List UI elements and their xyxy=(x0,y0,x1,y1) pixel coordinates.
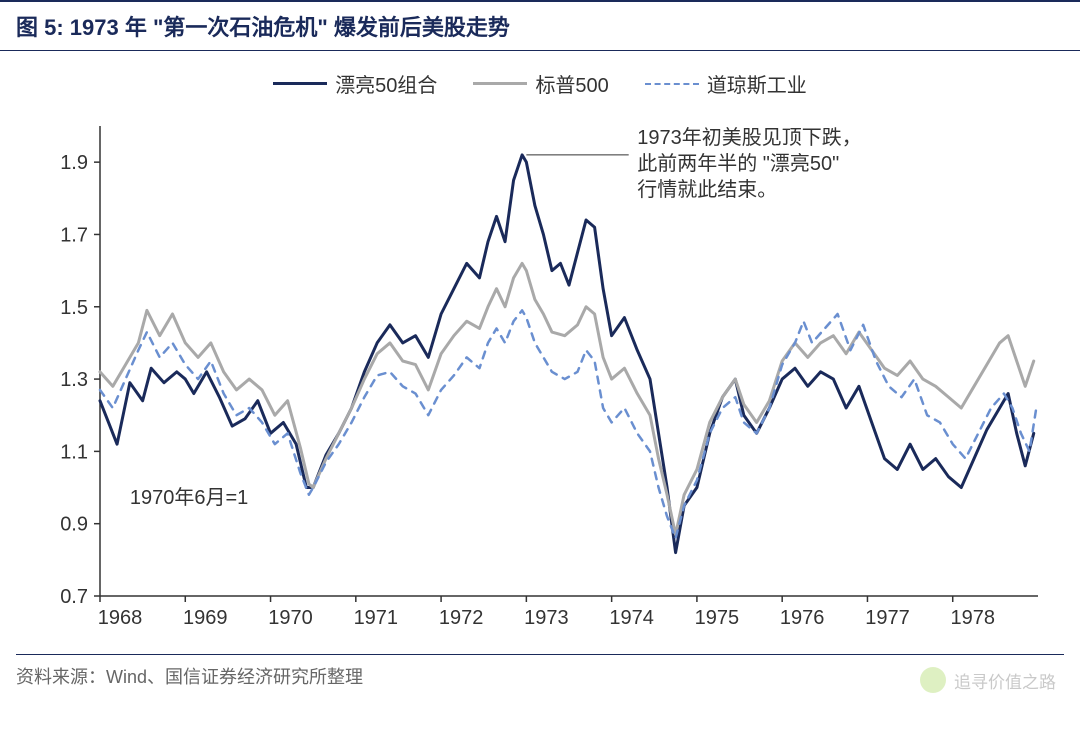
svg-text:0.7: 0.7 xyxy=(60,586,88,608)
legend: 漂亮50组合 标普500 道琼斯工业 xyxy=(0,69,1080,98)
legend-label: 漂亮50组合 xyxy=(335,69,437,98)
legend-item: 漂亮50组合 xyxy=(273,69,437,98)
svg-text:1976: 1976 xyxy=(780,607,825,629)
figure: 图 5: 1973 年 "第一次石油危机" 爆发前后美股走势 漂亮50组合 标普5… xyxy=(0,0,1080,737)
svg-text:1968: 1968 xyxy=(98,607,143,629)
svg-text:1971: 1971 xyxy=(354,607,399,629)
legend-swatch xyxy=(273,82,327,85)
legend-label: 标普500 xyxy=(535,69,608,98)
annotation-baseline: 1970年6月=1 xyxy=(130,486,248,509)
source-footer: 资料来源：Wind、国信证券经济研究所整理 xyxy=(16,654,1064,689)
svg-text:1972: 1972 xyxy=(439,607,484,629)
svg-text:1.7: 1.7 xyxy=(60,224,88,246)
chart-area: 0.7 0.9 1.1 1.3 1.5 1.7 1.9 1968 1969 1970 1971 197… xyxy=(28,106,1052,646)
svg-text:1973: 1973 xyxy=(524,607,569,629)
figure-title: 图 5: 1973 年 "第一次石油危机" 爆发前后美股走势 xyxy=(0,0,1080,51)
watermark: 追寻价值之路 xyxy=(920,667,1056,693)
svg-text:1.9: 1.9 xyxy=(60,152,88,174)
legend-item: 标普500 xyxy=(473,69,608,98)
svg-text:1.5: 1.5 xyxy=(60,297,88,319)
watermark-text: 追寻价值之路 xyxy=(954,668,1056,693)
svg-text:1975: 1975 xyxy=(695,607,740,629)
legend-swatch xyxy=(645,83,699,85)
svg-text:1974: 1974 xyxy=(609,607,654,629)
svg-text:0.9: 0.9 xyxy=(60,514,88,536)
legend-swatch xyxy=(473,82,527,85)
annotation-peak: 1973年初美股见顶下跌，此前两年半的 "漂亮50"行情就此结束。 xyxy=(637,126,862,201)
svg-text:1.1: 1.1 xyxy=(60,441,88,463)
svg-text:1977: 1977 xyxy=(865,607,910,629)
svg-text:1970: 1970 xyxy=(268,607,313,629)
svg-text:1978: 1978 xyxy=(950,607,995,629)
svg-text:1.3: 1.3 xyxy=(60,369,88,391)
line-chart: 0.7 0.9 1.1 1.3 1.5 1.7 1.9 1968 1969 1970 1971 197… xyxy=(28,106,1052,646)
watermark-icon xyxy=(920,667,946,693)
legend-item: 道琼斯工业 xyxy=(645,69,807,98)
svg-text:1969: 1969 xyxy=(183,607,228,629)
legend-label: 道琼斯工业 xyxy=(707,69,807,98)
